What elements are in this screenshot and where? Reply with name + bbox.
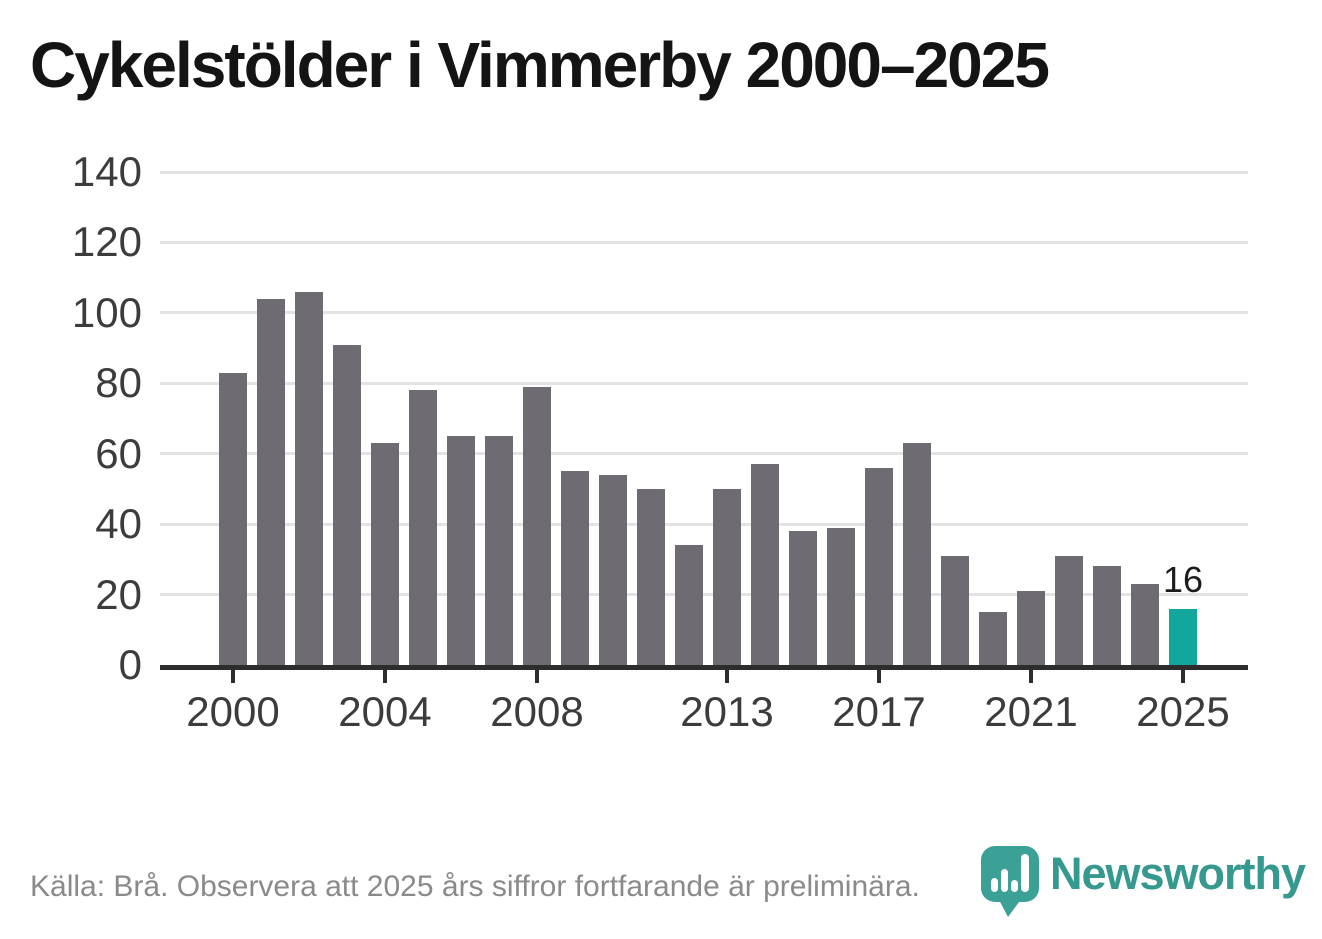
newsworthy-wordmark: Newsworthy (1050, 848, 1306, 899)
bar-2013 (713, 488, 741, 665)
bar-2005 (409, 390, 437, 665)
bar-2022 (1055, 555, 1083, 665)
bar-2021 (1017, 591, 1045, 665)
x-axis-tick-label: 2000 (186, 688, 280, 735)
x-axis-tick-2013 (725, 670, 729, 683)
bar-2001 (257, 298, 285, 665)
gridline-140 (160, 170, 1248, 174)
gridline-120 (160, 240, 1248, 244)
x-axis-tick-label: 2025 (1136, 688, 1230, 735)
bar-2003 (333, 344, 361, 665)
y-axis-tick-label: 100 (71, 288, 142, 336)
y-axis-tick-label: 20 (95, 570, 142, 618)
x-axis-tick-2000 (231, 670, 235, 683)
bar-2015 (789, 531, 817, 665)
chart-title: Cykelstölder i Vimmerby 2000–2025 (30, 29, 1050, 101)
y-axis-tick-label: 120 (71, 218, 142, 266)
bar-2007 (485, 436, 513, 665)
y-axis-tick-label: 140 (71, 148, 142, 195)
y-axis-tick-label: 80 (95, 359, 142, 407)
x-axis-tick-label: 2008 (490, 688, 584, 735)
bar-2016 (827, 527, 855, 665)
bar-2020 (979, 612, 1007, 665)
bar-2023 (1093, 566, 1121, 665)
source-note: Källa: Brå. Observera att 2025 års siffr… (30, 870, 920, 903)
bar-2010 (599, 474, 627, 665)
x-axis-tick-2008 (535, 670, 539, 683)
y-axis-tick-label: 40 (95, 500, 142, 548)
gridline-60 (160, 452, 1248, 456)
x-axis-tick-label: 2021 (984, 688, 1078, 735)
gridline-20 (160, 593, 1248, 597)
bar-2025 (1169, 608, 1197, 665)
x-axis-tick-2025 (1181, 670, 1185, 683)
x-axis-tick-label: 2013 (680, 688, 774, 735)
gridline-80 (160, 381, 1248, 385)
bar-2011 (637, 488, 665, 665)
bar-2009 (561, 471, 589, 665)
x-axis-tick-2021 (1029, 670, 1033, 683)
bar-2008 (523, 386, 551, 665)
newsworthy-pin-barchart-icon (981, 846, 1039, 917)
bar-2000 (219, 372, 247, 665)
bar-2024 (1131, 584, 1159, 665)
bar-2014 (751, 464, 779, 665)
bar-2006 (447, 436, 475, 665)
x-axis-tick-label: 2017 (832, 688, 926, 735)
bar-2019 (941, 555, 969, 665)
bar-2017 (865, 467, 893, 665)
gridline-100 (160, 311, 1248, 315)
x-axis-tick-2004 (383, 670, 387, 683)
x-axis-line (160, 665, 1248, 670)
bar-2004 (371, 443, 399, 665)
x-axis-tick-2017 (877, 670, 881, 683)
bar-2018 (903, 443, 931, 665)
highlight-value-label: 16 (1162, 558, 1204, 600)
y-axis-tick-label: 0 (118, 641, 142, 688)
y-axis-tick-label: 60 (95, 429, 142, 477)
bar-2012 (675, 545, 703, 665)
gridline-40 (160, 522, 1248, 526)
bar-2002 (295, 291, 323, 665)
x-axis-tick-label: 2004 (338, 688, 432, 735)
newsworthy-logo: Newsworthy (980, 844, 1306, 920)
